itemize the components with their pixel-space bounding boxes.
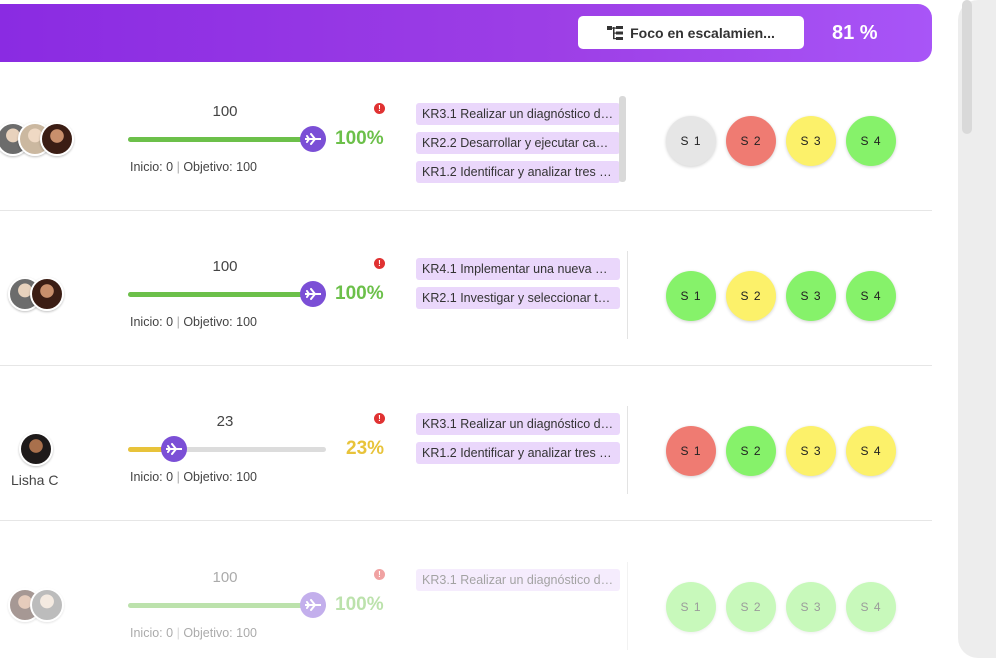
scrollbar-thumb[interactable] bbox=[962, 0, 972, 134]
slider-handle[interactable] bbox=[160, 436, 187, 462]
stage-badge[interactable]: S 1 bbox=[666, 116, 716, 166]
progress-slider[interactable] bbox=[128, 592, 326, 618]
progress-fill bbox=[128, 447, 174, 452]
progress-fill bbox=[128, 292, 326, 297]
target-label: Objetivo: 100 bbox=[183, 315, 257, 329]
alert-icon[interactable]: ! bbox=[374, 258, 385, 269]
avatar-group[interactable] bbox=[0, 122, 74, 156]
slider-handle[interactable] bbox=[300, 592, 326, 618]
target-label: Objetivo: 100 bbox=[183, 626, 257, 640]
target-label: Objetivo: 100 bbox=[183, 160, 257, 174]
table-row: Lisha C 23 ! 23% Inicio: 0 | Objetivo: 1… bbox=[0, 366, 932, 521]
table-row: 100 ! 100% Inicio: 0 | Objetivo: 100 KR3… bbox=[0, 56, 932, 211]
stage-badge[interactable]: S 3 bbox=[786, 582, 836, 632]
avatar-group[interactable] bbox=[8, 588, 64, 622]
stage-list: S 1 S 2 S 3 S 4 bbox=[666, 582, 896, 632]
key-result-tag[interactable]: KR1.2 Identificar y analizar tres proces… bbox=[416, 442, 620, 464]
stage-list: S 1 S 2 S 3 S 4 bbox=[666, 426, 896, 476]
avatar-group[interactable] bbox=[8, 277, 64, 311]
stage-badge[interactable]: S 2 bbox=[726, 582, 776, 632]
avatar[interactable] bbox=[19, 432, 53, 466]
hierarchy-icon bbox=[607, 25, 624, 40]
progress-fill bbox=[128, 137, 326, 142]
table-row: 100 ! 100% Inicio: 0 | Objetivo: 100 KR3… bbox=[0, 522, 932, 658]
stage-list: S 1 S 2 S 3 S 4 bbox=[666, 271, 896, 321]
stage-list: S 1 S 2 S 3 S 4 bbox=[666, 116, 896, 166]
range-separator: | bbox=[176, 315, 180, 329]
key-result-tag[interactable]: KR3.1 Realizar un diagnóstico del estado… bbox=[416, 103, 620, 125]
column-divider bbox=[627, 562, 628, 650]
start-label: Inicio: 0 bbox=[130, 315, 174, 329]
stage-badge[interactable]: S 3 bbox=[786, 426, 836, 476]
key-result-list: KR3.1 Realizar un diagnóstico del estado… bbox=[416, 103, 620, 183]
current-value: 100 bbox=[212, 569, 238, 586]
range-separator: | bbox=[176, 160, 180, 174]
plane-icon bbox=[305, 599, 321, 611]
plane-icon bbox=[305, 288, 321, 300]
key-result-tag[interactable]: KR1.2 Identificar y analizar tres proces… bbox=[416, 161, 620, 183]
stage-badge[interactable]: S 2 bbox=[726, 426, 776, 476]
progress-percent: 100% bbox=[335, 594, 384, 615]
key-result-scrollbar[interactable] bbox=[619, 96, 626, 182]
stage-badge[interactable]: S 4 bbox=[846, 116, 896, 166]
progress-percent: 23% bbox=[346, 438, 385, 459]
range-label: Inicio: 0 | Objetivo: 100 bbox=[130, 470, 257, 484]
key-result-tag[interactable]: KR4.1 Implementar una nueva plataforma bbox=[416, 258, 620, 280]
start-label: Inicio: 0 bbox=[130, 626, 174, 640]
stage-badge[interactable]: S 1 bbox=[666, 582, 716, 632]
key-result-list: KR4.1 Implementar una nueva plataforma K… bbox=[416, 258, 620, 309]
progress-percent: 100% bbox=[335, 283, 384, 304]
alert-icon[interactable]: ! bbox=[374, 103, 385, 114]
stage-badge[interactable]: S 4 bbox=[846, 582, 896, 632]
key-result-tag[interactable]: KR2.2 Desarrollar y ejecutar capacitacio… bbox=[416, 132, 620, 154]
plane-icon bbox=[305, 133, 321, 145]
avatar[interactable] bbox=[40, 122, 74, 156]
key-result-list: KR3.1 Realizar un diagnóstico del estado… bbox=[416, 569, 620, 591]
slider-handle[interactable] bbox=[300, 126, 326, 152]
start-label: Inicio: 0 bbox=[130, 470, 174, 484]
slider-handle[interactable] bbox=[300, 281, 326, 307]
stage-badge[interactable]: S 4 bbox=[846, 426, 896, 476]
stage-badge[interactable]: S 4 bbox=[846, 271, 896, 321]
table-row: 100 ! 100% Inicio: 0 | Objetivo: 100 KR4… bbox=[0, 211, 932, 366]
progress-percent: 100% bbox=[335, 128, 384, 149]
stage-badge[interactable]: S 2 bbox=[726, 271, 776, 321]
range-separator: | bbox=[176, 470, 180, 484]
stage-badge[interactable]: S 1 bbox=[666, 271, 716, 321]
current-value: 100 bbox=[212, 103, 238, 120]
avatar-name: Lisha C bbox=[11, 472, 59, 488]
key-result-list: KR3.1 Realizar un diagnóstico del estado… bbox=[416, 413, 620, 464]
avatar[interactable] bbox=[30, 588, 64, 622]
header-bar: Foco en escalamien... 81 % bbox=[0, 4, 932, 62]
plane-icon bbox=[165, 443, 182, 455]
column-divider bbox=[627, 406, 628, 494]
progress-fill bbox=[128, 603, 326, 608]
focus-label: Foco en escalamien... bbox=[630, 24, 775, 41]
overall-percent: 81 % bbox=[832, 22, 878, 44]
range-label: Inicio: 0 | Objetivo: 100 bbox=[130, 160, 257, 174]
start-label: Inicio: 0 bbox=[130, 160, 174, 174]
progress-slider[interactable] bbox=[128, 436, 326, 462]
avatar[interactable] bbox=[30, 277, 64, 311]
alert-icon[interactable]: ! bbox=[374, 569, 385, 580]
target-label: Objetivo: 100 bbox=[183, 470, 257, 484]
progress-slider[interactable] bbox=[128, 281, 326, 307]
stage-badge[interactable]: S 1 bbox=[666, 426, 716, 476]
stage-badge[interactable]: S 2 bbox=[726, 116, 776, 166]
alert-icon[interactable]: ! bbox=[374, 413, 385, 424]
range-label: Inicio: 0 | Objetivo: 100 bbox=[130, 315, 257, 329]
key-result-tag[interactable]: KR3.1 Realizar un diagnóstico del estado… bbox=[416, 413, 620, 435]
avatar-group[interactable] bbox=[19, 432, 53, 466]
stage-badge[interactable]: S 3 bbox=[786, 271, 836, 321]
stage-badge[interactable]: S 3 bbox=[786, 116, 836, 166]
current-value: 23 bbox=[216, 413, 234, 430]
focus-dropdown-button[interactable]: Foco en escalamien... bbox=[578, 16, 804, 49]
current-value: 100 bbox=[212, 258, 238, 275]
range-label: Inicio: 0 | Objetivo: 100 bbox=[130, 626, 257, 640]
progress-slider[interactable] bbox=[128, 126, 326, 152]
range-separator: | bbox=[176, 626, 180, 640]
key-result-tag[interactable]: KR2.1 Investigar y seleccionar tecnologí… bbox=[416, 287, 620, 309]
key-result-tag[interactable]: KR3.1 Realizar un diagnóstico del estado… bbox=[416, 569, 620, 591]
column-divider bbox=[627, 251, 628, 339]
